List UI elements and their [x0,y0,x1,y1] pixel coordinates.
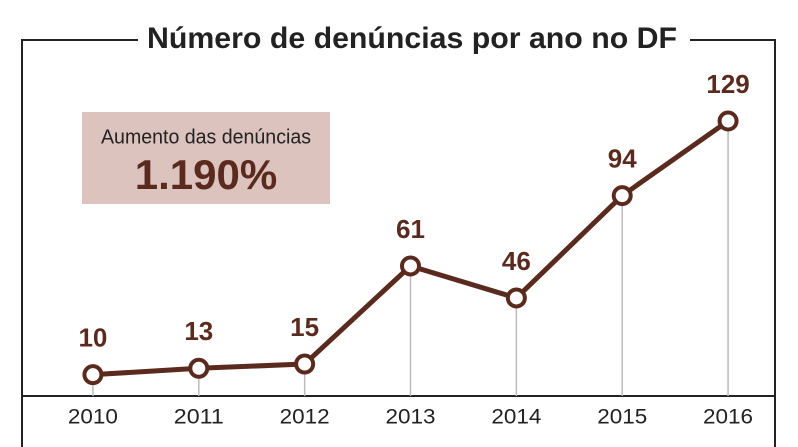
data-point [717,110,739,132]
x-tick-label: 2015 [597,406,647,429]
data-label: 46 [502,246,531,276]
data-point [400,255,421,277]
data-label: 129 [706,69,749,99]
annotation-box [82,112,330,204]
data-label: 10 [78,323,107,353]
data-point [188,357,210,379]
frame [21,39,776,447]
annotation-label: Aumento das denúncias [101,126,311,148]
x-tick-label: 2010 [68,406,118,429]
data-point [505,287,527,309]
data-label: 61 [396,214,425,244]
x-tick-label: 2012 [280,406,330,429]
data-label: 13 [184,316,213,346]
x-tick-label: 2011 [174,406,224,429]
data-point [294,353,316,375]
data-label: 94 [608,143,637,173]
data-point [611,185,633,207]
chart-title: Número de denúncias por ano no DF [147,22,677,55]
x-tick-label: 2013 [386,406,436,429]
x-tick-label: 2014 [491,406,541,429]
annotation-value: 1.190% [135,151,277,198]
data-label: 15 [290,312,319,342]
x-tick-label: 2016 [703,406,753,429]
data-point [82,364,104,386]
